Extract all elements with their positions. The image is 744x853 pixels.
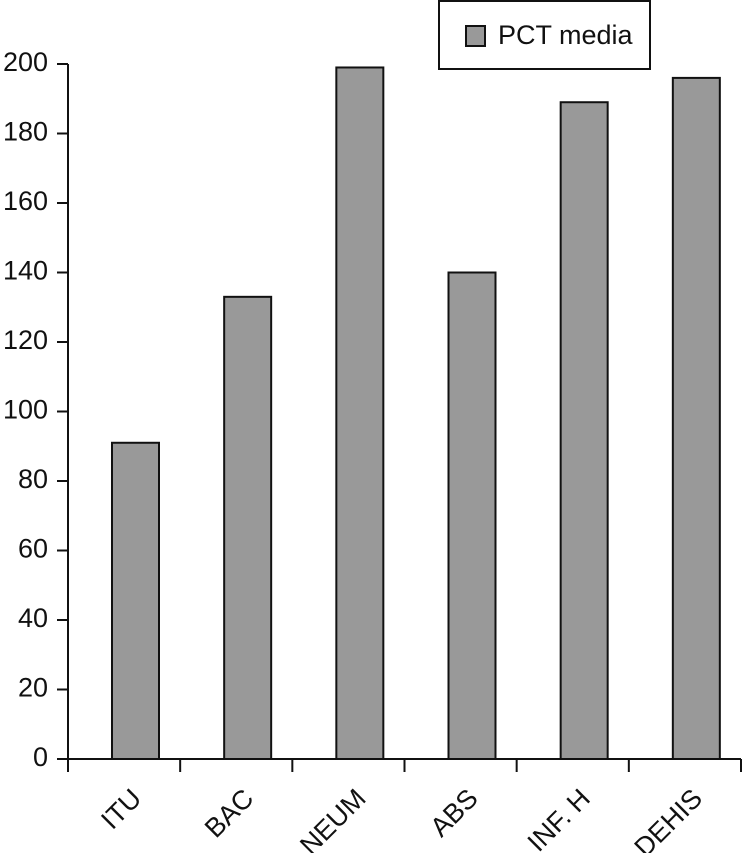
bar bbox=[671, 76, 721, 760]
x-tick-label: INF. H bbox=[522, 783, 596, 853]
legend-label: PCT media bbox=[498, 20, 634, 50]
y-tick-label: 80 bbox=[18, 464, 48, 494]
y-tick-label: 120 bbox=[3, 325, 48, 355]
x-tick-label: BAC bbox=[199, 783, 259, 843]
y-tick-label: 180 bbox=[3, 117, 48, 147]
y-tick-label: 160 bbox=[3, 186, 48, 216]
y-tick-label: 0 bbox=[33, 742, 48, 772]
bar bbox=[223, 295, 273, 760]
legend-swatch bbox=[465, 25, 486, 47]
bar bbox=[111, 441, 160, 760]
bar bbox=[335, 66, 385, 761]
bar bbox=[447, 271, 497, 760]
x-tick-label: ITU bbox=[95, 783, 147, 835]
y-tick-label: 200 bbox=[3, 47, 48, 77]
x-tick-label: NEUM bbox=[294, 783, 371, 853]
y-tick-label: 100 bbox=[3, 395, 48, 425]
y-tick-label: 60 bbox=[18, 534, 48, 564]
y-tick-label: 20 bbox=[18, 673, 48, 703]
x-tick-label: DEHIS bbox=[629, 783, 709, 853]
y-tick-label: 140 bbox=[3, 256, 48, 286]
bar bbox=[559, 101, 609, 761]
x-tick-label: ABS bbox=[424, 783, 483, 842]
y-tick-label: 40 bbox=[18, 603, 48, 633]
